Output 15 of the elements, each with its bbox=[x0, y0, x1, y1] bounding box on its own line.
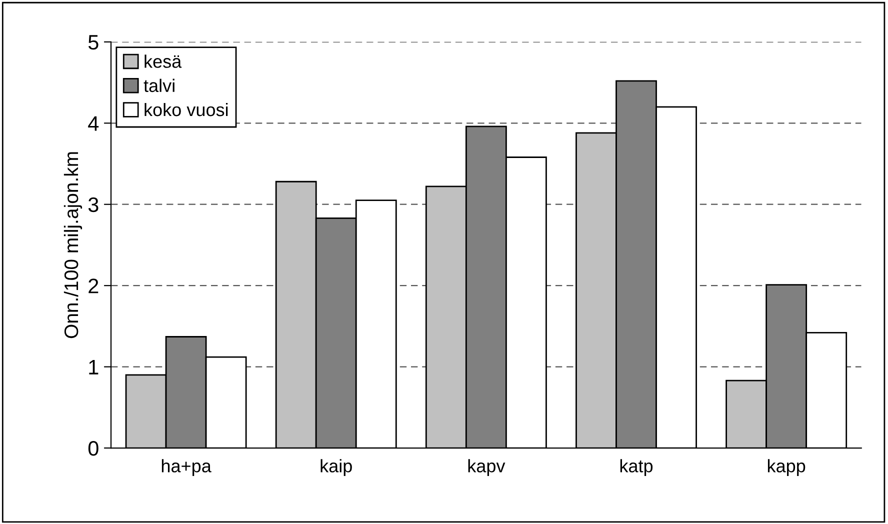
y-tick-label: 2 bbox=[88, 278, 98, 294]
x-tick-label: katp bbox=[620, 459, 653, 476]
y-tick-label: 3 bbox=[88, 197, 98, 212]
x-tick-label: kaip bbox=[320, 459, 352, 476]
y-tick-label: 4 bbox=[88, 116, 99, 131]
x-tick-label: ha+pa bbox=[162, 459, 212, 476]
legend-label: talvi bbox=[144, 78, 174, 92]
legend-label: kesä bbox=[144, 54, 182, 68]
x-tick-label: kapp bbox=[768, 459, 806, 476]
y-axis-title: Onn./100 milj.ajon.km bbox=[64, 152, 82, 338]
x-tick-label: kapv bbox=[468, 459, 506, 476]
y-tick-label: 0 bbox=[88, 441, 98, 456]
legend-label: koko vuosi bbox=[144, 102, 228, 116]
y-tick-label: 5 bbox=[88, 35, 98, 50]
y-tick-label: 1 bbox=[89, 360, 98, 374]
